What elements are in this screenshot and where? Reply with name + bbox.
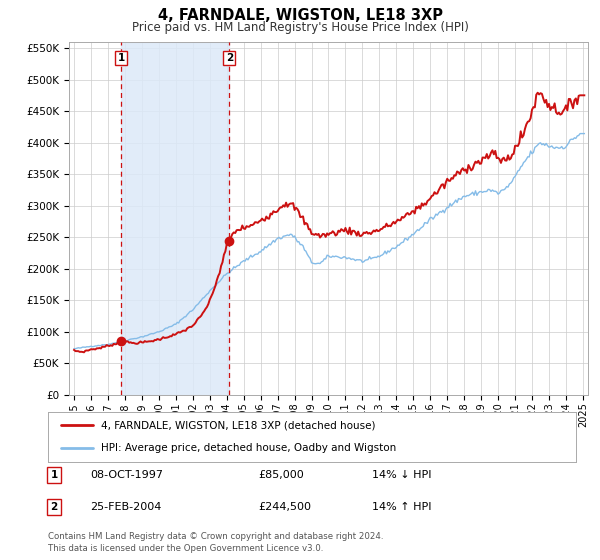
Text: 4, FARNDALE, WIGSTON, LE18 3XP (detached house): 4, FARNDALE, WIGSTON, LE18 3XP (detached… xyxy=(101,420,376,430)
Text: Contains HM Land Registry data © Crown copyright and database right 2024.: Contains HM Land Registry data © Crown c… xyxy=(48,532,383,541)
Text: £244,500: £244,500 xyxy=(258,502,311,512)
Text: 14% ↓ HPI: 14% ↓ HPI xyxy=(372,470,431,480)
Text: 2: 2 xyxy=(226,53,233,63)
Text: £85,000: £85,000 xyxy=(258,470,304,480)
Text: 4, FARNDALE, WIGSTON, LE18 3XP: 4, FARNDALE, WIGSTON, LE18 3XP xyxy=(157,8,443,24)
Bar xyxy=(121,42,229,395)
Text: 08-OCT-1997: 08-OCT-1997 xyxy=(90,470,163,480)
Text: 25-FEB-2004: 25-FEB-2004 xyxy=(90,502,161,512)
Text: This data is licensed under the Open Government Licence v3.0.: This data is licensed under the Open Gov… xyxy=(48,544,323,553)
Text: 1: 1 xyxy=(118,53,125,63)
Text: Price paid vs. HM Land Registry's House Price Index (HPI): Price paid vs. HM Land Registry's House … xyxy=(131,21,469,34)
Text: 14% ↑ HPI: 14% ↑ HPI xyxy=(372,502,431,512)
Text: 2: 2 xyxy=(50,502,58,512)
Text: 1: 1 xyxy=(50,470,58,480)
Text: HPI: Average price, detached house, Oadby and Wigston: HPI: Average price, detached house, Oadb… xyxy=(101,444,396,454)
